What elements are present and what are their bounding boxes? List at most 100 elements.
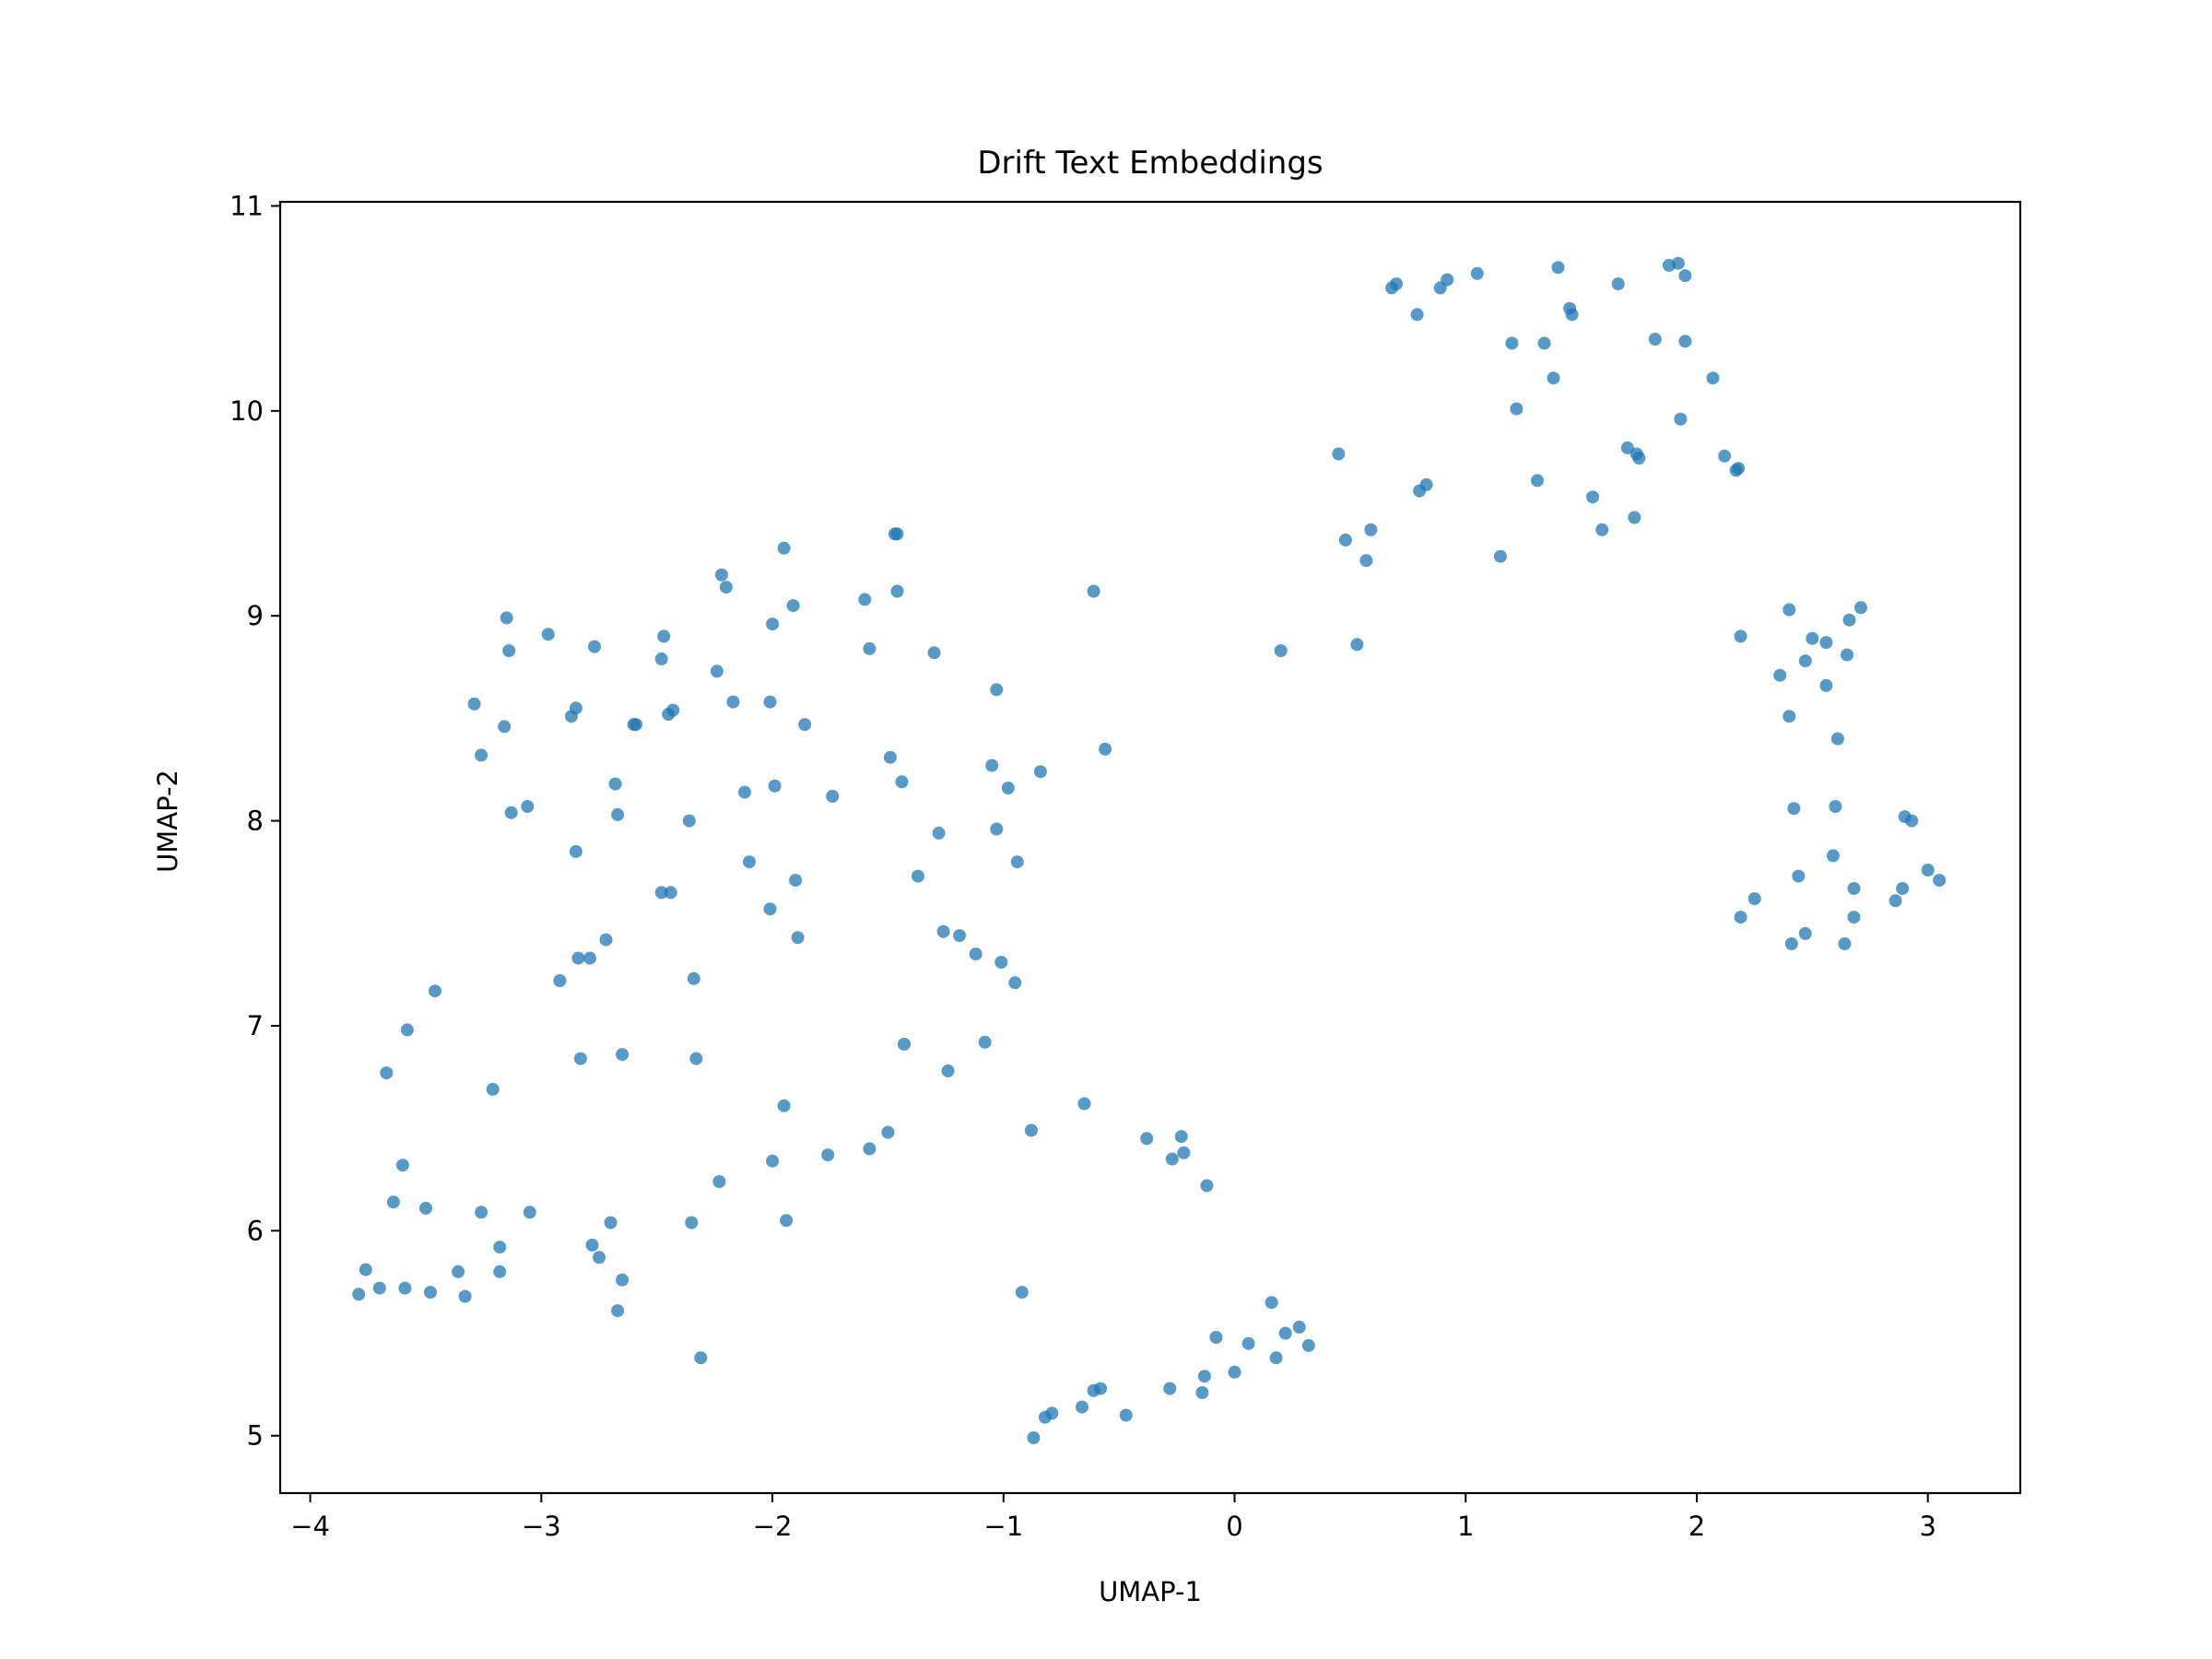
data-point [1390,277,1403,290]
data-point [932,826,946,840]
data-point [1829,800,1842,813]
data-point [395,1159,409,1172]
data-point [1099,742,1112,756]
data-point [1364,523,1378,536]
data-point [710,665,724,678]
data-point [1905,814,1919,828]
data-point [1798,654,1812,668]
data-point [486,1082,500,1096]
y-tick-label: 7 [247,1010,264,1041]
data-point [821,1148,835,1162]
data-point [766,618,780,631]
data-point [1628,511,1641,524]
data-point [1140,1132,1154,1146]
data-point [398,1281,412,1295]
data-point [898,1038,911,1051]
data-point [1359,554,1373,568]
data-point [990,822,1004,836]
data-point [386,1195,400,1209]
data-point [380,1066,394,1080]
x-axis-label: UMAP-1 [1099,1576,1202,1607]
data-point [978,1035,992,1049]
data-point [1547,371,1560,385]
data-point [712,1175,726,1188]
data-point [467,697,481,711]
data-point [629,718,643,732]
data-point [657,629,671,643]
data-point [912,869,924,883]
data-point [1732,462,1746,476]
data-point [890,584,904,598]
data-point [1838,937,1852,950]
data-point [500,611,513,625]
data-point [1350,638,1364,652]
data-point [608,777,622,791]
data-point [553,974,567,987]
data-point [424,1286,437,1300]
data-point [786,599,800,613]
data-point [1819,678,1833,692]
data-point [1531,474,1544,488]
y-tick-label: 5 [247,1420,264,1452]
x-tick-label: 2 [1688,1511,1705,1542]
data-point [1595,523,1609,536]
x-tick-label: 0 [1226,1511,1242,1542]
data-point [1798,926,1812,940]
data-point [1847,911,1861,924]
data-point [768,779,782,793]
data-point [616,1048,629,1062]
data-point [523,1206,536,1219]
data-point [1792,869,1806,883]
data-point [1806,631,1819,645]
data-point [685,1216,699,1230]
x-tick-label: 1 [1457,1511,1474,1542]
data-point [654,652,668,665]
data-point [611,807,625,821]
data-point [1784,937,1798,950]
data-point [372,1281,386,1295]
data-point [1033,765,1047,779]
data-point [498,720,512,734]
data-point [1586,490,1600,504]
data-point [1620,441,1634,454]
data-point [1410,308,1424,322]
data-point [1077,1097,1091,1111]
data-point [1678,335,1692,348]
data-point [1854,601,1867,615]
data-point [1419,477,1433,491]
data-point [1441,273,1454,287]
data-point [881,1125,895,1139]
data-point [1648,333,1662,346]
data-point [1292,1320,1306,1334]
data-point [664,886,677,900]
x-tick-label: −1 [983,1511,1023,1542]
data-point [780,1214,794,1228]
data-point [359,1263,372,1277]
data-point [1632,452,1646,465]
data-point [571,951,585,965]
data-point [777,1099,791,1112]
data-point [1773,668,1787,682]
data-point [1783,603,1796,617]
data-point [541,628,555,641]
data-point [682,814,696,828]
data-point [1678,269,1692,283]
data-point [1338,533,1352,547]
x-tick-label: −2 [753,1511,793,1542]
y-tick-label: 11 [229,190,264,221]
data-point [1197,1370,1211,1383]
data-point [1819,636,1833,650]
data-point [1200,1179,1214,1193]
data-point [1332,447,1346,461]
data-point [1024,1124,1038,1137]
data-point [1921,864,1935,877]
data-point [1565,308,1579,322]
data-point [694,1351,708,1365]
data-point [953,929,967,943]
data-point [569,844,582,858]
data-point [1010,855,1024,869]
data-point [927,646,941,660]
data-point [429,984,441,998]
data-point [1087,584,1100,598]
